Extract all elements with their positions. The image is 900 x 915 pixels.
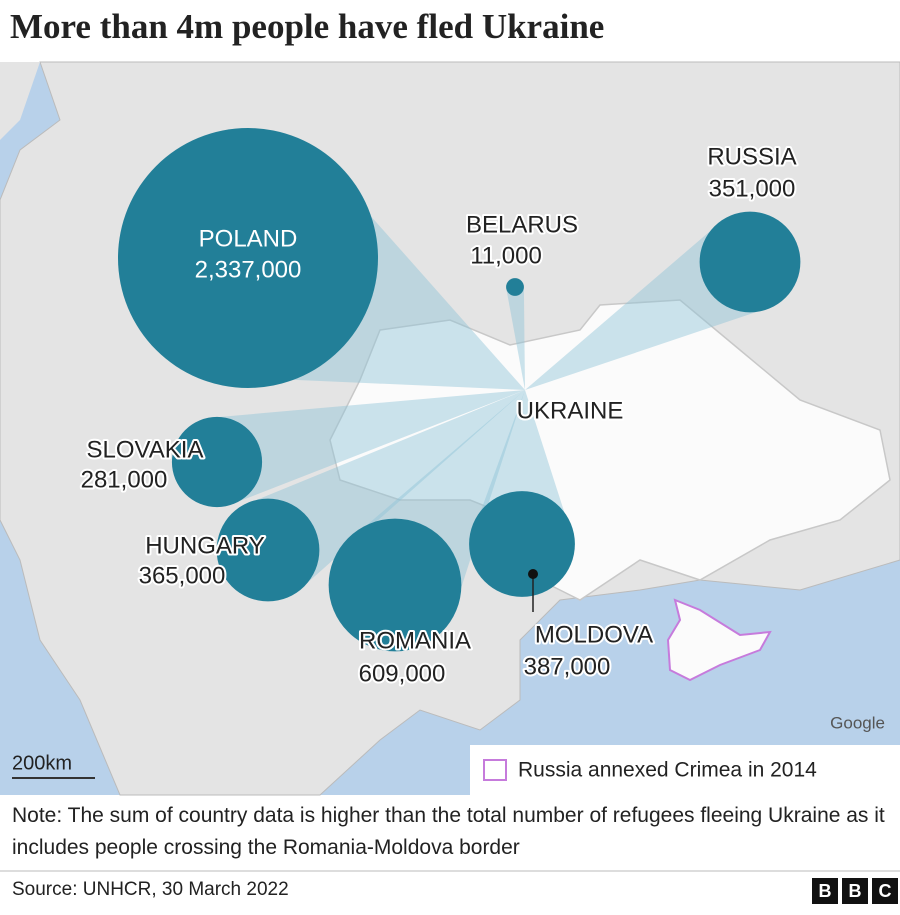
refugee-circle xyxy=(328,518,462,652)
legend-box xyxy=(470,745,900,795)
logo-block xyxy=(872,878,898,904)
refugee-circle xyxy=(699,211,801,313)
country-name: POLAND xyxy=(199,225,298,252)
refugee-circle xyxy=(469,491,575,597)
country-name: SLOVAKIA xyxy=(87,436,204,463)
refugee-count: 387,000 xyxy=(524,653,611,680)
note: Note: The sum of country data is higher … xyxy=(12,804,885,859)
map-credit: Google xyxy=(830,713,885,732)
refugee-circle xyxy=(118,128,378,388)
flow-stream xyxy=(206,390,525,506)
land xyxy=(0,62,40,140)
logo-letter: B xyxy=(819,881,832,901)
crimea xyxy=(666,598,772,682)
refugee-circle xyxy=(216,498,320,602)
origin-label: UKRAINE xyxy=(517,397,624,424)
refugee-count: 11,000 xyxy=(470,242,542,269)
refugee-count: 609,000 xyxy=(359,660,446,687)
refugee-count: 281,000 xyxy=(81,466,168,493)
country-name: RUSSIA xyxy=(707,143,796,170)
logo-block xyxy=(842,878,868,904)
country-name: HUNGARY xyxy=(145,532,265,559)
logo-letter: C xyxy=(879,881,892,901)
country-name: MOLDOVA xyxy=(535,621,653,648)
refugee-circle xyxy=(506,278,524,296)
capital-dot xyxy=(528,569,538,579)
refugee-count: 351,000 xyxy=(709,175,796,202)
ukraine-area xyxy=(329,299,891,601)
country-name: ROMANIA xyxy=(359,627,471,654)
scale-label: 200km xyxy=(12,752,72,774)
flow-stream xyxy=(506,286,525,390)
legend-swatch xyxy=(483,759,507,781)
source: Source: UNHCR, 30 March 2022 xyxy=(12,879,289,900)
refugee-count: 2,337,000 xyxy=(195,256,302,283)
refugee-count: 365,000 xyxy=(139,562,226,589)
legend-label: Russia annexed Crimea in 2014 xyxy=(518,759,817,782)
title: More than 4m people have fled Ukraine xyxy=(10,7,604,46)
refugee-circle xyxy=(171,416,263,508)
logo-block xyxy=(812,878,838,904)
logo-letter: B xyxy=(849,881,862,901)
country-name: BELARUS xyxy=(466,211,578,238)
